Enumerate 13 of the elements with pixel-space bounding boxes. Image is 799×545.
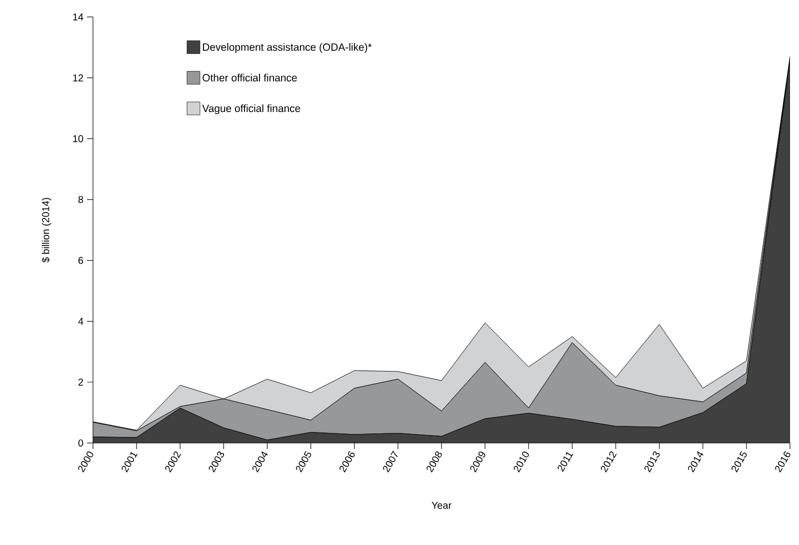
legend-label: Vague official finance: [202, 104, 300, 114]
y-tick-label: 10: [73, 135, 84, 142]
y-tick-label: 4: [78, 318, 84, 325]
y-tick-label: 14: [73, 14, 84, 20]
legend-label: Other official finance: [202, 74, 297, 82]
x-axis-title: Year: [432, 502, 452, 509]
y-axis-title: $ billion (2014): [42, 198, 52, 263]
y-tick-label: 8: [78, 196, 84, 204]
y-tick-label: 12: [73, 74, 84, 82]
y-tick-label: 2: [78, 378, 84, 386]
y-tick-label: 0: [78, 439, 84, 447]
y-tick-label: 6: [78, 256, 84, 264]
legend-label: Development assistance (ODA-like)*: [203, 43, 372, 53]
